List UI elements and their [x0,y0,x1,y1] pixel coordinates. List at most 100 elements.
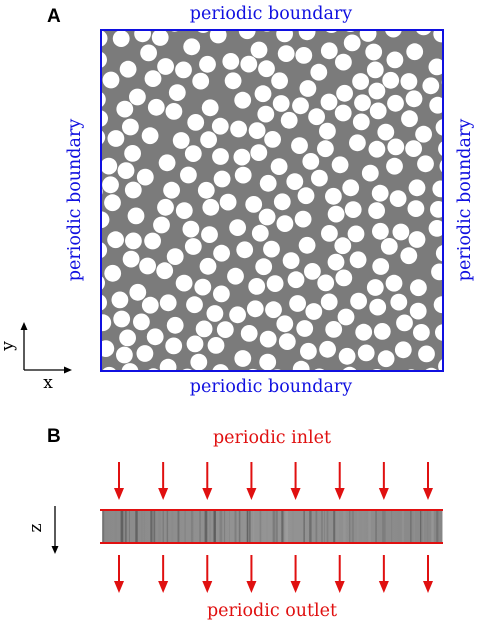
fiber-circle [413,324,430,341]
slab-streak [108,511,111,542]
fiber-circle [435,245,442,262]
fiber-circle [277,45,295,62]
fiber-circle [368,140,386,158]
fiber-circle [382,71,400,89]
fiber-circle [325,187,342,205]
fiber-circle [124,232,142,250]
slab-streak [124,511,127,542]
fiber-circle [144,232,162,250]
fiber-circle [410,279,427,297]
fiber-circle [400,247,418,265]
fiber-circle [200,131,218,149]
fiber-circle [278,333,296,350]
fiber-circle [258,60,275,78]
slab-streak [345,511,347,542]
fiber-circle [102,92,106,107]
fiber-circle [119,60,137,78]
fiber-circle [251,224,269,242]
fiber-circle [117,162,135,180]
slab-streak [285,511,289,542]
fiber-circle [229,306,247,324]
slab [100,509,443,544]
fiber-circle [116,100,134,118]
fiber-circle [368,202,385,220]
fiber-circle [401,110,418,128]
slab-streak [297,511,300,542]
inlet-label: periodic inlet [213,428,331,448]
fiber-circle [292,360,310,370]
fiber-circle [102,211,110,229]
z-axis-indicator: z [26,506,59,554]
fiber-circle [352,73,369,90]
fiber-circle [343,34,361,52]
slab-streak [349,511,351,542]
slab-streak [440,511,443,542]
slab-streak [196,511,198,542]
fiber-circle [310,63,328,81]
fiber-circle [212,148,229,165]
slab-streak [427,511,429,542]
fiber-circle [286,173,304,191]
fiber-circle [172,132,190,149]
fiber-circle [182,220,200,238]
fiber-circle [111,291,129,309]
fiber-circle [199,257,217,275]
slab-streak [413,511,415,542]
fiber-circle [371,184,389,202]
fiber-circle [422,77,440,95]
slab-streak [150,511,153,542]
fiber-circle [335,53,352,71]
fiber-circle [406,43,424,61]
slab-streak [120,511,124,542]
slab-streak [422,511,424,542]
fiber-circle [319,122,336,140]
slab-streak [190,511,194,542]
fiber-circle [250,144,268,162]
fiber-circle [430,201,442,218]
fiber-circle [296,320,314,337]
fiber-cross-sections [102,31,442,370]
fiber-circle [102,71,120,89]
fiber-circle [263,240,280,258]
fiber-circle [409,302,427,320]
fiber-circle [347,225,365,243]
fiber-circle [287,271,305,289]
fiber-circle [116,346,133,364]
fiber-circle [292,97,309,115]
fiber-circle [245,196,263,213]
fiber-circle [428,58,442,76]
slab-streak [224,511,226,542]
fiber-circle [337,308,355,326]
fiber-circle [272,95,290,112]
outlet-label: periodic outlet [207,601,337,621]
slab-streak [103,511,105,542]
slab-streak [153,511,156,542]
slab-streak [431,511,434,542]
fiber-circle [148,368,159,370]
fiber-circle [294,210,312,228]
flow-arrowhead [334,581,345,593]
fiber-circle [192,72,210,90]
fiber-circle [248,278,266,295]
slab-streak [362,511,364,542]
fiber-circle [405,140,422,158]
fiber-circle [102,130,106,144]
flow-arrowhead [202,581,213,593]
fiber-circle [219,193,237,211]
fiber-circle [282,252,300,269]
fiber-circle [317,140,334,158]
slab-streak [321,511,323,542]
fiber-circle [259,330,277,348]
fiber-circle [209,31,227,44]
fiber-circle [317,274,335,292]
fiber-circle [344,201,362,219]
slab-streak [309,511,312,542]
fiber-circle [380,238,398,255]
fiber-circle [102,242,108,258]
fiber-circle [153,216,170,234]
fiber-circle [373,323,391,340]
fiber-circle [224,72,242,90]
fiber-circle [425,367,437,370]
fiber-circle [213,285,230,303]
fiber-circle [289,295,306,312]
